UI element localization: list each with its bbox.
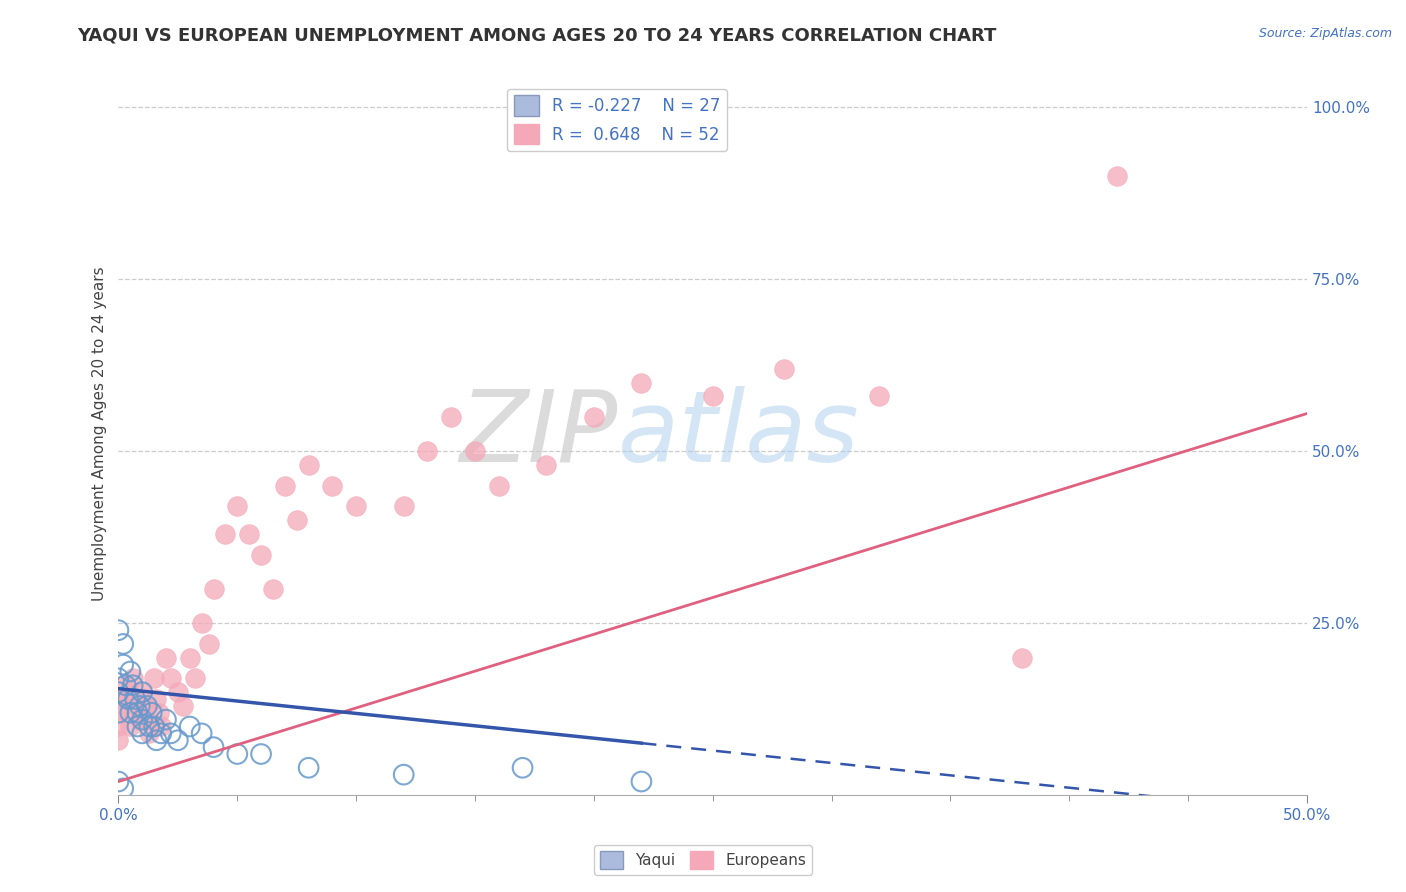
Point <box>112 781 135 796</box>
Point <box>202 740 225 755</box>
Point <box>120 719 142 733</box>
Point <box>179 650 201 665</box>
Point <box>197 637 219 651</box>
Point <box>150 726 173 740</box>
Point <box>630 774 652 789</box>
Point <box>214 527 236 541</box>
Point <box>138 726 160 740</box>
Point <box>440 409 463 424</box>
Point <box>392 767 415 781</box>
Point <box>107 774 129 789</box>
Point <box>202 582 225 596</box>
Point <box>226 747 249 761</box>
Point <box>134 698 156 713</box>
Legend: R = -0.227    N = 27, R =  0.648    N = 52: R = -0.227 N = 27, R = 0.648 N = 52 <box>508 88 727 151</box>
Point <box>127 698 149 713</box>
Text: YAQUI VS EUROPEAN UNEMPLOYMENT AMONG AGES 20 TO 24 YEARS CORRELATION CHART: YAQUI VS EUROPEAN UNEMPLOYMENT AMONG AGE… <box>77 27 997 45</box>
Point <box>172 698 194 713</box>
Point <box>392 500 415 514</box>
Point <box>262 582 284 596</box>
Point <box>155 713 177 727</box>
Point <box>464 444 486 458</box>
Point <box>107 685 129 699</box>
Point <box>141 706 163 720</box>
Point <box>136 698 159 713</box>
Point <box>868 389 890 403</box>
Legend: Yaqui, Europeans: Yaqui, Europeans <box>593 845 813 875</box>
Point <box>131 726 153 740</box>
Point <box>117 706 139 720</box>
Point <box>179 719 201 733</box>
Point <box>121 678 143 692</box>
Point <box>702 389 724 403</box>
Point <box>136 713 159 727</box>
Point <box>131 685 153 699</box>
Point <box>238 527 260 541</box>
Point <box>112 637 135 651</box>
Point <box>124 692 146 706</box>
Point <box>148 706 170 720</box>
Point <box>183 671 205 685</box>
Point <box>114 678 136 692</box>
Point <box>107 706 129 720</box>
Point <box>190 726 212 740</box>
Point <box>1011 650 1033 665</box>
Point <box>145 733 167 747</box>
Point <box>159 671 181 685</box>
Text: atlas: atlas <box>617 385 859 483</box>
Point <box>145 692 167 706</box>
Point <box>128 713 150 727</box>
Point <box>344 500 367 514</box>
Point <box>107 706 129 720</box>
Point <box>150 719 173 733</box>
Point <box>107 733 129 747</box>
Point <box>143 719 166 733</box>
Point <box>107 671 129 685</box>
Point <box>120 706 142 720</box>
Point <box>143 671 166 685</box>
Point <box>128 698 150 713</box>
Point <box>127 706 149 720</box>
Point <box>416 444 439 458</box>
Point <box>773 361 796 376</box>
Point <box>117 692 139 706</box>
Y-axis label: Unemployment Among Ages 20 to 24 years: Unemployment Among Ages 20 to 24 years <box>93 267 107 601</box>
Point <box>250 747 273 761</box>
Point <box>124 692 146 706</box>
Text: ZIP: ZIP <box>460 385 617 483</box>
Point <box>1105 169 1128 183</box>
Point <box>131 713 153 727</box>
Point <box>536 458 558 472</box>
Point <box>298 761 321 775</box>
Point <box>107 692 129 706</box>
Point <box>159 726 181 740</box>
Point <box>321 479 343 493</box>
Point <box>167 733 190 747</box>
Point <box>630 376 652 390</box>
Point <box>298 458 321 472</box>
Point <box>107 719 129 733</box>
Point <box>285 513 308 527</box>
Point <box>250 548 273 562</box>
Point <box>138 719 160 733</box>
Point <box>582 409 605 424</box>
Point <box>114 692 136 706</box>
Point <box>112 678 135 692</box>
Point <box>274 479 297 493</box>
Point <box>167 685 190 699</box>
Point <box>512 761 534 775</box>
Point <box>120 665 142 679</box>
Point <box>190 616 212 631</box>
Point <box>155 650 177 665</box>
Point <box>127 719 149 733</box>
Point <box>488 479 510 493</box>
Text: Source: ZipAtlas.com: Source: ZipAtlas.com <box>1258 27 1392 40</box>
Point <box>121 671 143 685</box>
Point <box>226 500 249 514</box>
Point <box>131 685 153 699</box>
Point <box>107 623 129 637</box>
Point <box>112 657 135 672</box>
